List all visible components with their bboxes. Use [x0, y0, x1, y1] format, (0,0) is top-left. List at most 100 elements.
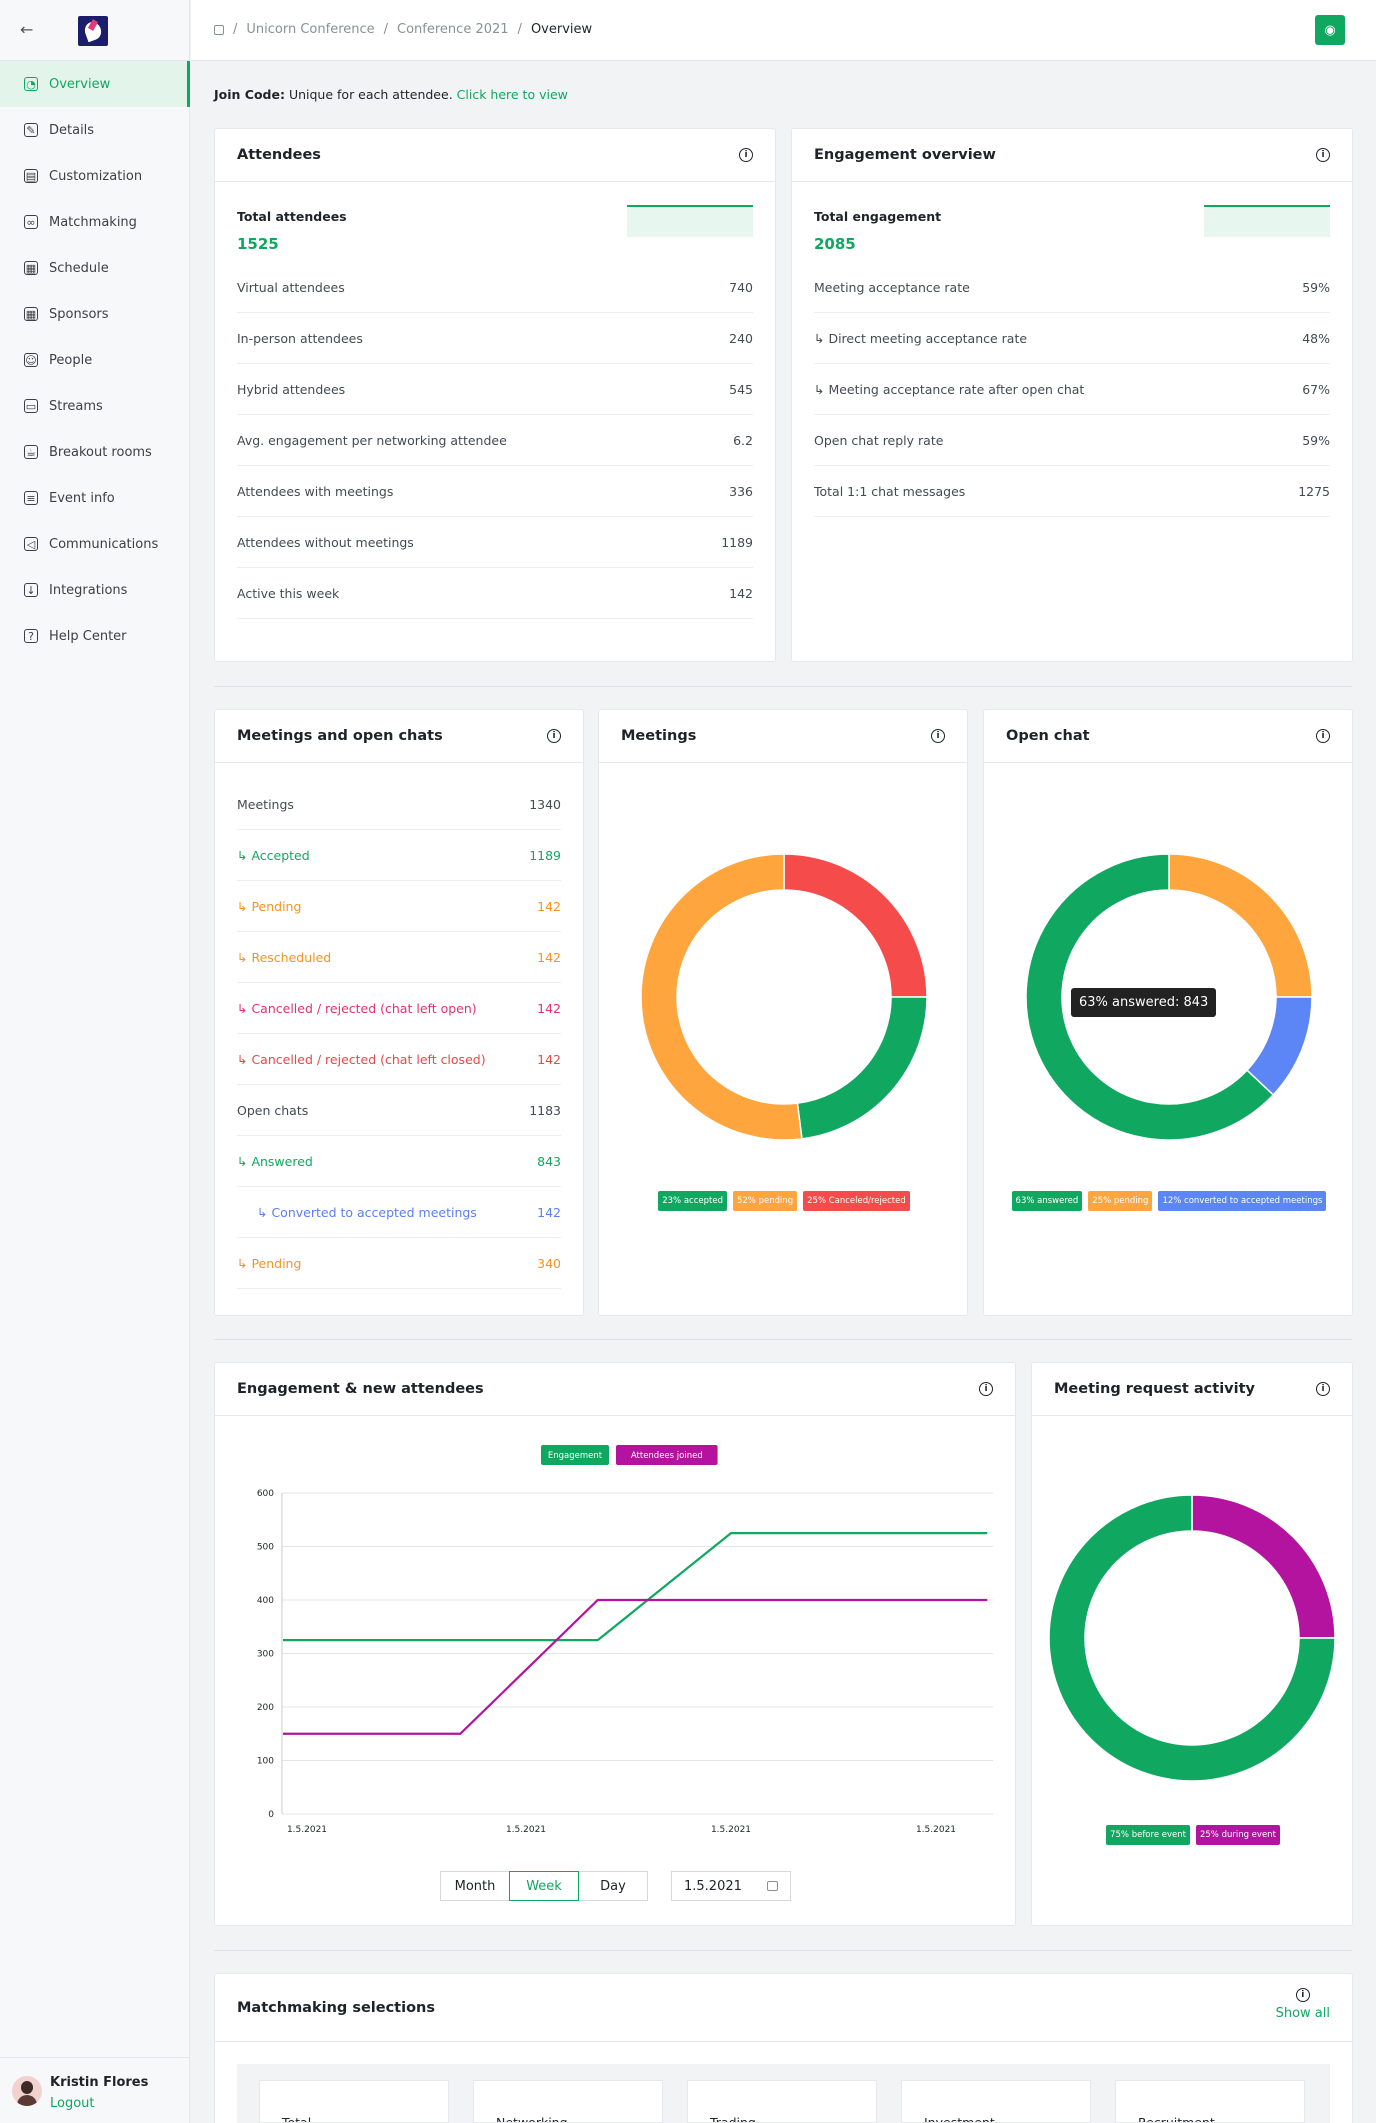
- donut-slice-accepted[interactable]: [796, 996, 928, 1140]
- donut-slice-before-event[interactable]: [1048, 1494, 1336, 1782]
- breadcrumb-conference[interactable]: Conference 2021: [397, 22, 509, 37]
- series-line-engagement[interactable]: [283, 1532, 988, 1642]
- donut-slice-during-event[interactable]: [1191, 1494, 1336, 1639]
- sidebar-item-integrations[interactable]: ↓ Integrations: [0, 567, 189, 613]
- tab-day[interactable]: Day: [578, 1871, 648, 1901]
- event-logo[interactable]: [78, 16, 108, 46]
- stat-label: Attendees without meetings: [237, 534, 414, 550]
- y-tick-label: 400: [257, 1596, 274, 1606]
- stat-value: 59%: [1302, 279, 1330, 295]
- date-picker[interactable]: 1.5.2021: [671, 1871, 791, 1901]
- sidebar-item-customization[interactable]: ▤ Customization: [0, 153, 189, 199]
- tab-month[interactable]: Month: [440, 1871, 510, 1901]
- sidebar-item-help-center[interactable]: ? Help Center: [0, 613, 189, 659]
- breadcrumb: / Unicorn Conference / Conference 2021 /…: [214, 22, 592, 37]
- info-icon[interactable]: i: [1295, 1988, 1310, 2002]
- matchmaking-box-networking[interactable]: Networking: [473, 2080, 663, 2123]
- breadcrumb-event[interactable]: Unicorn Conference: [246, 22, 375, 37]
- sidebar-item-breakout-rooms[interactable]: ☕ Breakout rooms: [0, 429, 189, 475]
- stat-label: ↳ Cancelled / rejected (chat left closed…: [237, 1051, 486, 1067]
- info-icon[interactable]: i: [1316, 1382, 1330, 1396]
- join-code-line: Join Code: Unique for each attendee. Cli…: [214, 87, 568, 102]
- stat-value: 1183: [529, 1102, 561, 1118]
- info-icon[interactable]: i: [979, 1382, 993, 1396]
- sidebar-item-overview[interactable]: ◔ Overview: [0, 61, 190, 107]
- sidebar-item-details[interactable]: ✎ Details: [0, 107, 189, 153]
- stat-row: Hybrid attendees 545: [237, 364, 753, 415]
- matchmaking-box-label: Trading: [710, 2115, 756, 2123]
- sidebar-item-schedule[interactable]: ▦ Schedule: [0, 245, 189, 291]
- matchmaking-box-trading[interactable]: Trading: [687, 2080, 877, 2123]
- x-tick-label: 1.5.2021: [506, 1825, 546, 1835]
- stat-label: Active this week: [237, 585, 340, 601]
- donut-slice-pending[interactable]: [1168, 853, 1313, 998]
- total-attendees-label: Total attendees: [237, 209, 347, 224]
- stat-label: ↳ Direct meeting acceptance rate: [814, 330, 1028, 346]
- info-icon[interactable]: i: [1316, 148, 1330, 162]
- stat-value: 1340: [529, 796, 561, 812]
- sidebar-item-streams[interactable]: ▭ Streams: [0, 383, 189, 429]
- stat-value: 545: [729, 381, 753, 397]
- legend-item[interactable]: 25% Canceled/rejected: [803, 1191, 910, 1211]
- legend-label: Attendees joined: [631, 1451, 703, 1461]
- legend-item[interactable]: 25% pending: [1088, 1191, 1153, 1211]
- x-tick-label: 1.5.2021: [916, 1825, 956, 1835]
- logout-link[interactable]: Logout: [50, 2096, 95, 2111]
- donut-slice-answered[interactable]: [1025, 853, 1275, 1141]
- sidebar-item-sponsors[interactable]: ▦ Sponsors: [0, 291, 189, 337]
- meetings-chats-card: Meetings and open chats i Meetings 1340 ↳ A…: [214, 709, 584, 1316]
- avatar[interactable]: [12, 2076, 42, 2106]
- join-code-link[interactable]: Click here to view: [456, 87, 568, 102]
- card-title: Meetings and open chats: [237, 728, 443, 744]
- sidebar-item-event-info[interactable]: ≡ Event info: [0, 475, 189, 521]
- matchmaking-box-total[interactable]: Total: [259, 2080, 449, 2123]
- legend-item[interactable]: 12% converted to accepted meetings: [1158, 1191, 1327, 1211]
- info-icon[interactable]: i: [1316, 729, 1330, 743]
- sparkline: [1204, 205, 1330, 237]
- sidebar-item-matchmaking[interactable]: ∞ Matchmaking: [0, 199, 189, 245]
- sidebar-item-label: Overview: [49, 76, 111, 92]
- card-title: Open chat: [1006, 728, 1090, 744]
- sidebar-item-label: Breakout rooms: [49, 444, 152, 460]
- donut-slice-pending[interactable]: [640, 853, 803, 1141]
- back-arrow-icon[interactable]: ←: [20, 20, 34, 39]
- card-title: Attendees: [237, 147, 321, 163]
- y-tick-label: 200: [257, 1703, 274, 1713]
- legend-item[interactable]: 52% pending: [732, 1191, 798, 1211]
- stat-row: Open chats 1183: [237, 1085, 561, 1136]
- stat-label: ↳ Rescheduled: [237, 949, 332, 965]
- edit-icon: ✎: [24, 123, 38, 137]
- stat-row: ↳ Cancelled / rejected (chat left closed…: [237, 1034, 561, 1085]
- stat-label: Meeting acceptance rate: [814, 279, 970, 295]
- matchmaking-box-investment[interactable]: Investment: [901, 2080, 1091, 2123]
- info-icon[interactable]: i: [739, 148, 753, 162]
- calendar-icon: ▦: [24, 261, 38, 275]
- show-all-link[interactable]: Show all: [1275, 2006, 1330, 2021]
- series-line-attendees-joined[interactable]: [283, 1598, 988, 1735]
- info-icon[interactable]: i: [931, 729, 945, 743]
- preview-button[interactable]: ◉: [1315, 15, 1345, 45]
- donut-slice-canceled-rejected[interactable]: [783, 853, 928, 998]
- stat-value: 336: [729, 483, 753, 499]
- legend-item[interactable]: [616, 1445, 718, 1465]
- stat-row: Total 1:1 chat messages 1275: [814, 466, 1330, 517]
- stat-row: Attendees with meetings 336: [237, 466, 753, 517]
- tab-week[interactable]: Week: [509, 1871, 579, 1901]
- sidebar-item-label: Customization: [49, 168, 143, 184]
- stat-label: Meetings: [237, 796, 294, 812]
- legend-item[interactable]: 23% accepted: [658, 1191, 727, 1211]
- stat-value: 142: [537, 1000, 561, 1016]
- date-value: 1.5.2021: [684, 1878, 742, 1894]
- legend-item[interactable]: 75% before event: [1106, 1825, 1190, 1845]
- legend-item[interactable]: [541, 1445, 609, 1465]
- legend-item[interactable]: 63% answered: [1011, 1191, 1083, 1211]
- user-panel: Kristin Flores Logout: [0, 2057, 190, 2123]
- matchmaking-box-recruitment[interactable]: Recruitment: [1115, 2080, 1305, 2123]
- sidebar-item-communications[interactable]: ◁ Communications: [0, 521, 189, 567]
- info-icon[interactable]: i: [547, 729, 561, 743]
- legend-item[interactable]: 25% during event: [1195, 1825, 1280, 1845]
- y-tick-label: 0: [268, 1810, 274, 1820]
- sidebar-item-people[interactable]: ☺ People: [0, 337, 189, 383]
- grid-icon[interactable]: [214, 24, 224, 35]
- stat-row: ↳ Converted to accepted meetings 142: [237, 1187, 561, 1238]
